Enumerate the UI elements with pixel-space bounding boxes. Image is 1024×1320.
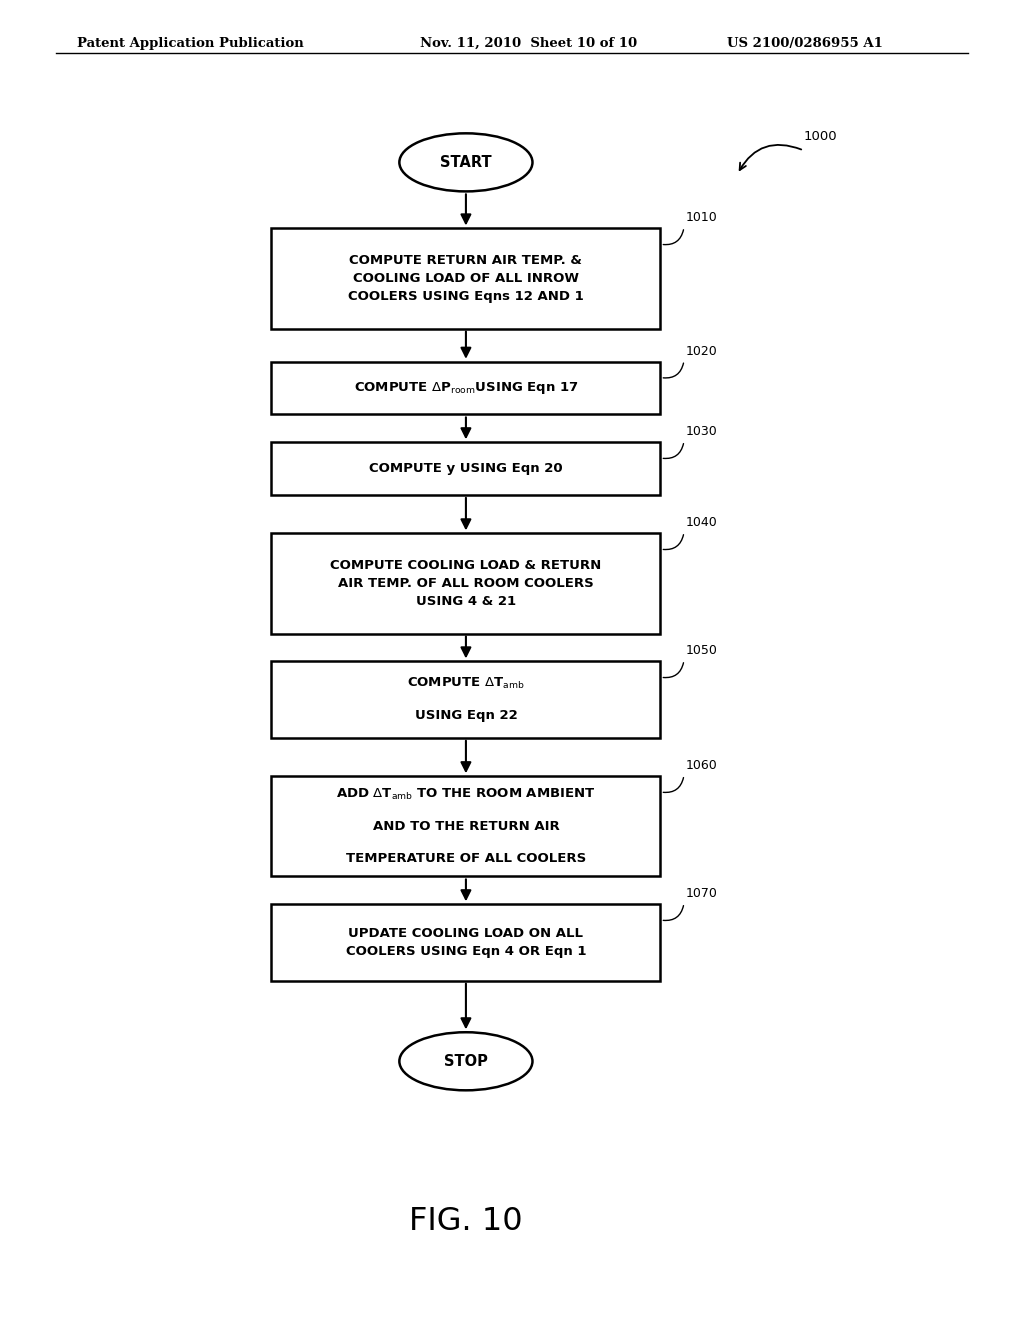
Ellipse shape — [399, 1032, 532, 1090]
FancyBboxPatch shape — [271, 442, 660, 495]
Text: UPDATE COOLING LOAD ON ALL
COOLERS USING Eqn 4 OR Eqn 1: UPDATE COOLING LOAD ON ALL COOLERS USING… — [346, 927, 586, 958]
Text: COMPUTE $\Delta$T$_{\rm amb}$: COMPUTE $\Delta$T$_{\rm amb}$ — [408, 676, 524, 692]
Text: 1060: 1060 — [686, 759, 718, 772]
FancyBboxPatch shape — [271, 228, 660, 329]
FancyBboxPatch shape — [271, 533, 660, 634]
Text: US 2100/0286955 A1: US 2100/0286955 A1 — [727, 37, 883, 50]
FancyBboxPatch shape — [271, 776, 660, 876]
Text: STOP: STOP — [444, 1053, 487, 1069]
Text: 1010: 1010 — [686, 211, 718, 224]
Text: 1020: 1020 — [686, 345, 718, 358]
Text: COMPUTE COOLING LOAD & RETURN
AIR TEMP. OF ALL ROOM COOLERS
USING 4 & 21: COMPUTE COOLING LOAD & RETURN AIR TEMP. … — [331, 558, 601, 609]
Text: 1070: 1070 — [686, 887, 718, 900]
FancyBboxPatch shape — [271, 904, 660, 981]
Text: USING Eqn 22: USING Eqn 22 — [415, 709, 517, 722]
Text: START: START — [440, 154, 492, 170]
Text: FIG. 10: FIG. 10 — [410, 1205, 522, 1237]
Ellipse shape — [399, 133, 532, 191]
FancyBboxPatch shape — [271, 362, 660, 414]
Text: 1030: 1030 — [686, 425, 718, 438]
Text: TEMPERATURE OF ALL COOLERS: TEMPERATURE OF ALL COOLERS — [346, 851, 586, 865]
Text: Patent Application Publication: Patent Application Publication — [77, 37, 303, 50]
Text: AND TO THE RETURN AIR: AND TO THE RETURN AIR — [373, 820, 559, 833]
Text: ADD $\Delta$T$_{\rm amb}$ TO THE ROOM AMBIENT: ADD $\Delta$T$_{\rm amb}$ TO THE ROOM AM… — [336, 787, 596, 803]
Text: COMPUTE y USING Eqn 20: COMPUTE y USING Eqn 20 — [369, 462, 563, 475]
Text: 1050: 1050 — [686, 644, 718, 657]
Text: 1040: 1040 — [686, 516, 718, 529]
Text: Nov. 11, 2010  Sheet 10 of 10: Nov. 11, 2010 Sheet 10 of 10 — [420, 37, 637, 50]
Text: COMPUTE $\Delta$P$_{\rm room}$USING Eqn 17: COMPUTE $\Delta$P$_{\rm room}$USING Eqn … — [353, 380, 579, 396]
Text: COMPUTE RETURN AIR TEMP. &
COOLING LOAD OF ALL INROW
COOLERS USING Eqns 12 AND 1: COMPUTE RETURN AIR TEMP. & COOLING LOAD … — [348, 253, 584, 304]
FancyBboxPatch shape — [271, 661, 660, 738]
Text: 1000: 1000 — [804, 129, 838, 143]
